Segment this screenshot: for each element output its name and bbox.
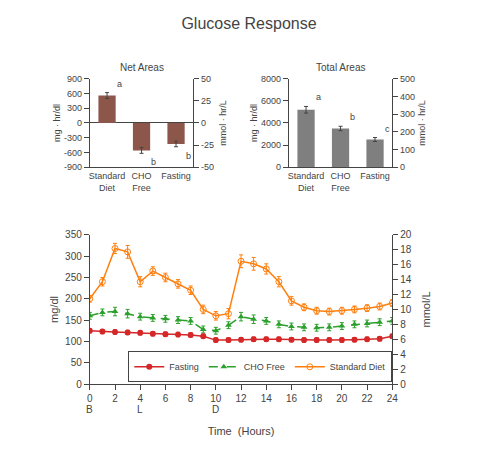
svg-text:c: c [385, 124, 390, 134]
svg-text:100: 100 [65, 336, 82, 347]
svg-text:350: 350 [65, 229, 82, 240]
svg-text:mg/dl: mg/dl [48, 296, 60, 323]
svg-text:16: 16 [286, 393, 298, 404]
svg-text:8: 8 [400, 319, 406, 330]
svg-text:Standard Diet: Standard Diet [330, 362, 386, 372]
svg-text:300: 300 [67, 103, 82, 113]
svg-text:0: 0 [276, 162, 281, 172]
svg-text:12: 12 [235, 393, 247, 404]
svg-text:0: 0 [400, 162, 405, 172]
svg-text:18: 18 [311, 393, 323, 404]
svg-text:16: 16 [400, 259, 412, 270]
svg-text:StandardDiet: StandardDiet [89, 171, 126, 193]
svg-text:b: b [350, 112, 355, 122]
svg-text:20: 20 [400, 229, 412, 240]
svg-text:B: B [86, 404, 93, 415]
svg-text:4: 4 [137, 393, 143, 404]
svg-text:0: 0 [77, 118, 82, 128]
svg-text:mg · hr/dl: mg · hr/dl [249, 104, 259, 142]
svg-text:50: 50 [71, 357, 83, 368]
svg-text:4000: 4000 [261, 118, 281, 128]
svg-text:Fasting: Fasting [360, 171, 390, 181]
svg-text:Net Areas: Net Areas [120, 62, 164, 73]
svg-text:0: 0 [76, 379, 82, 390]
svg-text:mg · hr/dl: mg · hr/dl [52, 104, 62, 142]
svg-text:14: 14 [261, 393, 273, 404]
svg-text:10: 10 [210, 393, 222, 404]
svg-text:-900: -900 [64, 162, 82, 172]
svg-text:200: 200 [65, 293, 82, 304]
svg-text:-25: -25 [201, 140, 214, 150]
svg-text:Fasting: Fasting [169, 362, 199, 372]
svg-text:18: 18 [400, 244, 412, 255]
svg-text:150: 150 [65, 315, 82, 326]
svg-text:Total Areas: Total Areas [316, 62, 365, 73]
svg-text:8: 8 [188, 393, 194, 404]
svg-text:0: 0 [87, 393, 93, 404]
svg-text:14: 14 [400, 274, 412, 285]
svg-text:a: a [117, 79, 122, 89]
svg-text:mmol · hr/L: mmol · hr/L [218, 100, 228, 146]
svg-text:6: 6 [163, 393, 169, 404]
svg-text:300: 300 [65, 251, 82, 262]
svg-text:250: 250 [65, 272, 82, 283]
svg-text:10: 10 [400, 304, 412, 315]
svg-text:-50: -50 [201, 162, 214, 172]
svg-text:2: 2 [400, 364, 406, 375]
svg-text:200: 200 [400, 127, 415, 137]
svg-text:L: L [137, 404, 143, 415]
svg-text:4: 4 [400, 349, 406, 360]
svg-text:mmol · hr/L: mmol · hr/L [417, 100, 427, 146]
svg-text:b: b [151, 157, 156, 167]
svg-text:900: 900 [67, 74, 82, 84]
svg-text:b: b [186, 151, 191, 161]
svg-text:400: 400 [400, 92, 415, 102]
svg-text:24: 24 [387, 393, 399, 404]
svg-text:2000: 2000 [261, 140, 281, 150]
svg-text:CHOFree: CHOFree [331, 171, 351, 193]
svg-text:CHOFree: CHOFree [132, 171, 152, 193]
svg-text:2: 2 [112, 393, 118, 404]
svg-text:8000: 8000 [261, 74, 281, 84]
svg-text:a: a [316, 92, 321, 102]
svg-text:Glucose Response: Glucose Response [181, 15, 316, 32]
svg-text:6000: 6000 [261, 96, 281, 106]
svg-text:6: 6 [400, 334, 406, 345]
svg-text:0: 0 [201, 118, 206, 128]
svg-text:Fasting: Fasting [161, 171, 191, 181]
svg-text:Time (Hours): Time (Hours) [208, 425, 275, 437]
svg-text:D: D [212, 404, 219, 415]
svg-text:mmol/L: mmol/L [420, 291, 432, 327]
svg-text:-600: -600 [64, 148, 82, 158]
svg-text:-300: -300 [64, 133, 82, 143]
svg-text:12: 12 [400, 289, 412, 300]
svg-text:300: 300 [400, 109, 415, 119]
svg-text:0: 0 [400, 379, 406, 390]
svg-text:StandardDiet: StandardDiet [288, 171, 325, 193]
svg-text:100: 100 [400, 145, 415, 155]
svg-text:20: 20 [336, 393, 348, 404]
svg-text:CHO Free: CHO Free [244, 362, 285, 372]
svg-text:25: 25 [201, 96, 211, 106]
svg-text:600: 600 [67, 89, 82, 99]
svg-text:500: 500 [400, 74, 415, 84]
svg-text:22: 22 [362, 393, 374, 404]
svg-text:50: 50 [201, 74, 211, 84]
